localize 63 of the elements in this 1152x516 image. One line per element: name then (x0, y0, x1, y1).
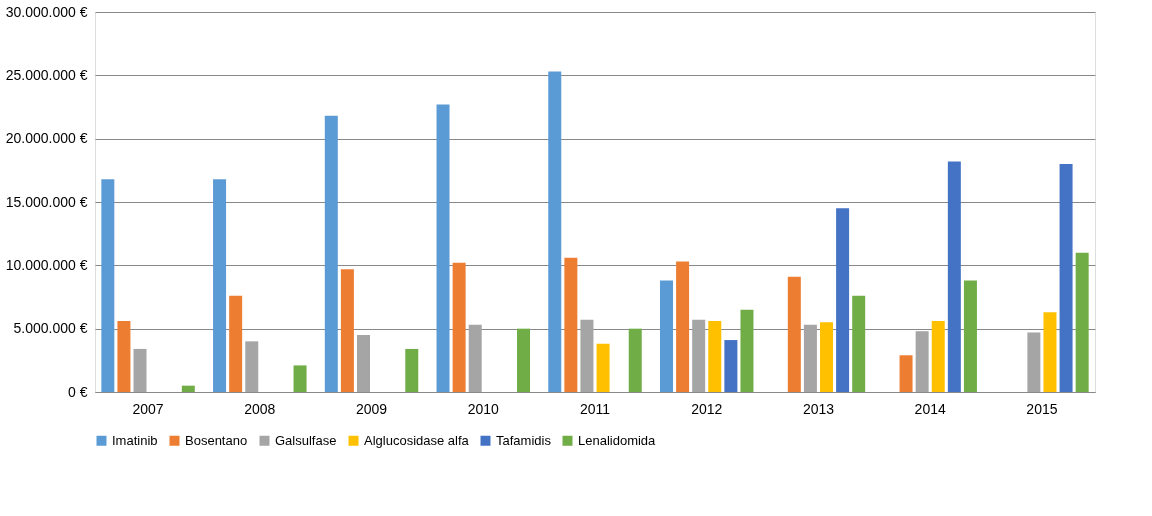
x-tick-label: 2014 (914, 400, 946, 417)
y-tick-label: 30.000.000 € (5, 3, 88, 20)
bar (852, 295, 866, 392)
bar (740, 309, 754, 392)
bar (628, 328, 642, 392)
bar (1027, 332, 1041, 392)
x-tick-label: 2013 (802, 400, 835, 417)
x-tick-label: 2009 (355, 400, 388, 417)
bar (229, 295, 243, 392)
x-tick-label: 2011 (579, 400, 611, 417)
bar (692, 319, 706, 392)
x-tick-label: 2012 (691, 400, 723, 417)
bar (1075, 252, 1089, 392)
legend-label: Galsulfase (275, 432, 337, 448)
bar (436, 104, 450, 392)
bar (659, 280, 673, 392)
bar (803, 324, 817, 392)
bar (963, 280, 977, 392)
bar (245, 341, 259, 392)
y-tick-label: 25.000.000 € (5, 66, 88, 83)
bar (1059, 164, 1073, 392)
bar (787, 276, 801, 392)
bar (820, 322, 834, 392)
y-tick-label: 15.000.000 € (5, 193, 88, 210)
bar (947, 161, 961, 392)
y-tick-label: 0 € (68, 383, 88, 400)
x-tick-label: 2007 (132, 400, 164, 417)
bar (899, 355, 913, 392)
legend-label: Imatinib (112, 432, 158, 448)
bar (133, 348, 147, 392)
bar (564, 257, 578, 392)
bar (580, 319, 594, 392)
x-tick-label: 2008 (244, 400, 276, 417)
y-tick-label: 5.000.000 € (13, 320, 88, 337)
bar (405, 348, 419, 392)
bar (708, 321, 722, 392)
x-tick-label: 2015 (1026, 400, 1058, 417)
x-tick-label: 2010 (467, 400, 500, 417)
bar (356, 335, 370, 392)
bar (724, 340, 738, 392)
legend-label: Lenalidomida (578, 432, 657, 448)
y-tick-label: 20.000.000 € (5, 130, 88, 147)
bar (468, 324, 482, 392)
bar (931, 321, 945, 392)
bar (676, 261, 690, 392)
legend-label: Tafamidis (496, 432, 552, 448)
bar (101, 179, 115, 392)
bar (517, 328, 531, 392)
bar (452, 262, 466, 392)
legend-label: Bosentano (185, 432, 248, 448)
bar (915, 331, 929, 392)
legend-label: Alglucosidase alfa (364, 432, 470, 448)
bar (117, 321, 131, 392)
bar (1043, 312, 1057, 392)
bar (181, 385, 195, 392)
bar (293, 365, 307, 392)
bar (548, 71, 562, 392)
bar (836, 208, 850, 392)
bar (324, 115, 338, 392)
bar (596, 343, 610, 392)
bar (340, 269, 354, 392)
y-tick-label: 10.000.000 € (5, 256, 88, 273)
bar (213, 179, 227, 392)
